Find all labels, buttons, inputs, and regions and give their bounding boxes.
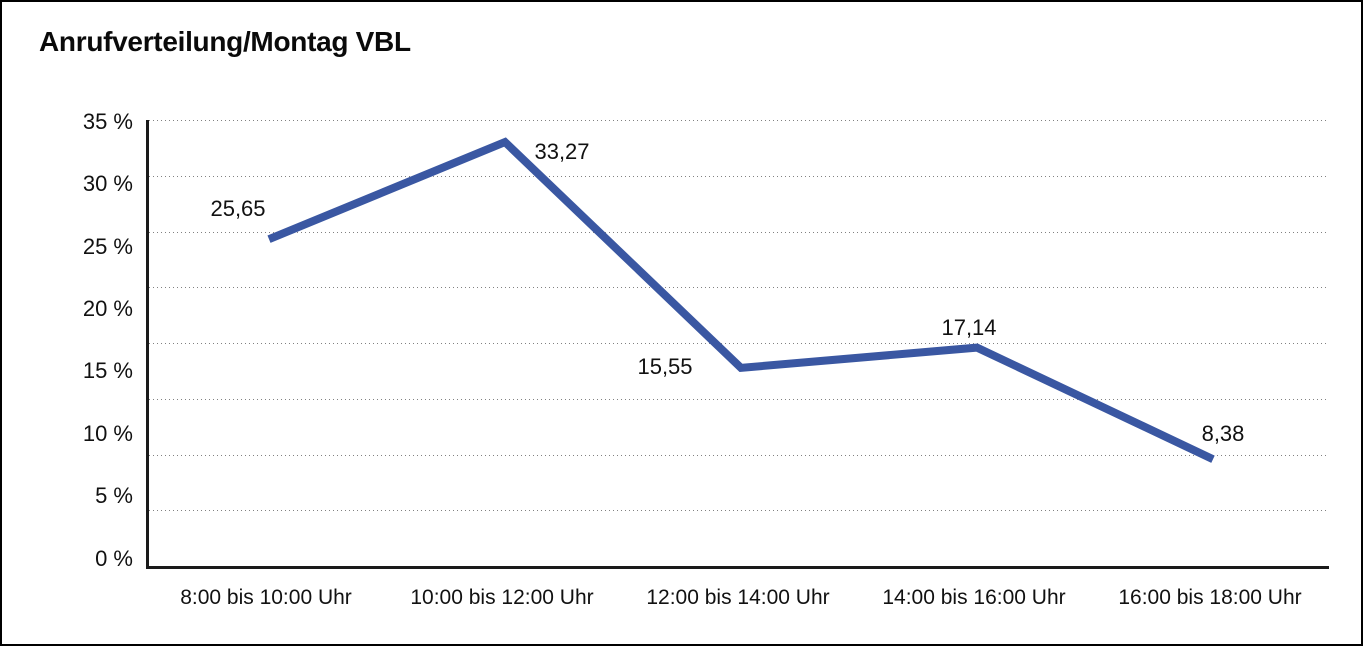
x-category-label: 12:00 bis 14:00 Uhr [646,586,830,609]
gridline [149,398,1329,400]
data-point-label: 8,38 [1201,421,1245,447]
y-tick-label: 25 % [82,233,133,259]
series-line [267,137,1215,463]
gridline [149,287,1329,289]
data-point-label: 33,27 [534,139,590,165]
y-tick-label: 10 % [82,420,133,446]
plot-area [146,120,1329,569]
x-category-label: 16:00 bis 18:00 Uhr [1118,586,1302,609]
y-tick-label: 0 % [95,545,133,571]
y-tick-label: 30 % [82,171,133,197]
gridline [149,120,1329,121]
x-category-label: 10:00 bis 12:00 Uhr [410,586,594,609]
data-point-label: 17,14 [941,314,997,340]
gridline [149,231,1329,233]
gridline [149,343,1329,344]
y-tick-label: 15 % [82,358,133,384]
x-category-label: 8:00 bis 10:00 Uhr [180,586,352,609]
data-point-label: 25,65 [210,196,266,222]
gridline [149,175,1329,177]
chart-title: Anrufverteilung/Montag VBL [39,26,411,57]
y-tick-label: 35 % [82,109,133,134]
gridline [149,510,1329,512]
series-line-layer [267,137,1215,463]
y-tick-label: 5 % [95,483,133,509]
y-tick-label: 20 % [82,296,133,322]
data-point-label: 15,55 [637,353,693,379]
gridline [149,454,1329,456]
x-category-label: 14:00 bis 16:00 Uhr [882,586,1066,609]
